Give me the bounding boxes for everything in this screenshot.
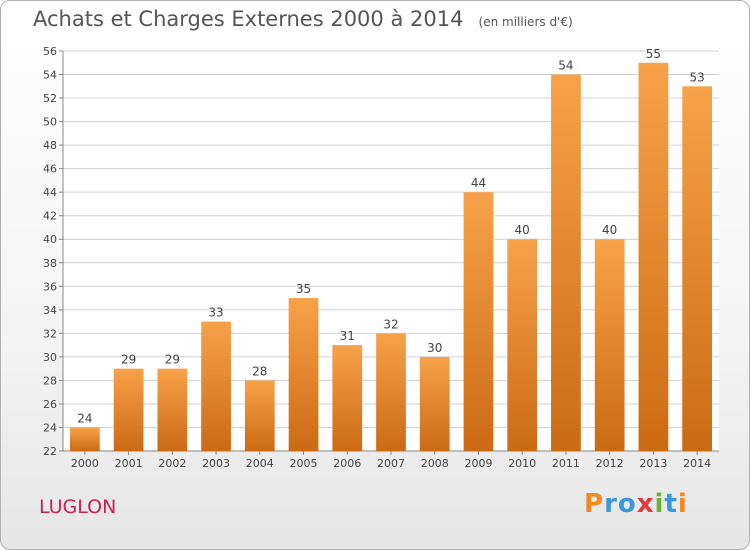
data-label-2014: 53: [689, 70, 704, 84]
y-tick-label: 26: [43, 398, 57, 411]
bar-2003: [201, 321, 231, 451]
chart-subtitle: (en milliers d'€): [478, 15, 573, 29]
x-tick-label-2013: 2013: [639, 457, 667, 470]
bar-2004: [244, 380, 275, 451]
logo-letter: t: [664, 489, 678, 519]
y-tick-label: 32: [43, 327, 57, 340]
logo-letter: x: [636, 489, 655, 519]
logo-letter: i: [677, 489, 688, 519]
y-tick-label: 44: [43, 186, 57, 199]
x-tick-label-2011: 2011: [552, 457, 580, 470]
logo-letter: r: [604, 489, 618, 519]
data-label-2000: 24: [77, 411, 92, 425]
data-label-2005: 35: [296, 282, 311, 296]
bar-2009: [463, 192, 494, 452]
y-tick-label: 36: [43, 280, 57, 293]
y-tick-label: 42: [43, 210, 57, 223]
bar-2007: [376, 333, 406, 451]
x-tick-label-2014: 2014: [683, 457, 711, 470]
x-tick-label-2002: 2002: [158, 457, 186, 470]
bar-2000: [69, 427, 100, 451]
x-tick-label-2006: 2006: [333, 457, 361, 470]
data-label-2004: 28: [252, 364, 267, 378]
bar-2001: [113, 368, 144, 451]
data-label-2013: 55: [646, 47, 661, 61]
y-tick-label: 22: [43, 445, 57, 458]
y-tick-label: 48: [43, 139, 57, 152]
proxiti-logo: Proxiti: [584, 489, 688, 519]
commune-name: LUGLON: [39, 496, 117, 518]
data-label-2008: 30: [427, 341, 442, 355]
x-tick-label-2008: 2008: [421, 457, 449, 470]
bar-2006: [332, 345, 363, 451]
data-label-2011: 54: [558, 59, 573, 73]
bar-2002: [157, 368, 188, 451]
y-tick-label: 38: [43, 257, 57, 270]
y-tick-label: 40: [43, 233, 57, 246]
bar-2010: [507, 239, 538, 451]
x-tick-label-2001: 2001: [115, 457, 143, 470]
y-tick-label: 30: [43, 351, 57, 364]
data-label-2001: 29: [121, 353, 136, 367]
x-tick-label-2009: 2009: [464, 457, 492, 470]
bar-2012: [594, 239, 625, 451]
y-tick-label: 54: [43, 69, 57, 82]
y-tick-label: 52: [43, 92, 57, 105]
x-tick-label-2007: 2007: [377, 457, 405, 470]
bar-2008: [419, 356, 450, 451]
data-label-2002: 29: [165, 353, 180, 367]
y-tick-label: 34: [43, 304, 57, 317]
y-tick-label: 46: [43, 163, 57, 176]
bar-2014: [682, 86, 713, 451]
data-label-2009: 44: [471, 176, 486, 190]
y-tick-label: 50: [43, 116, 57, 129]
logo-letter: o: [617, 489, 637, 519]
bar-2011: [551, 74, 581, 451]
data-label-2012: 40: [602, 223, 617, 237]
y-tick-label: 28: [43, 374, 57, 387]
chart-title-block: Achats et Charges Externes 2000 à 2014 (…: [33, 7, 573, 31]
x-tick-label-2000: 2000: [71, 457, 99, 470]
x-tick-label-2010: 2010: [508, 457, 536, 470]
x-tick-label-2012: 2012: [596, 457, 624, 470]
x-tick-label-2003: 2003: [202, 457, 230, 470]
data-label-2003: 33: [208, 306, 223, 320]
logo-letter: P: [584, 489, 605, 519]
x-tick-label-2005: 2005: [290, 457, 318, 470]
data-label-2006: 31: [340, 329, 355, 343]
chart-title: Achats et Charges Externes 2000 à 2014: [33, 7, 464, 31]
logo-letter: i: [654, 489, 665, 519]
x-tick-label-2004: 2004: [246, 457, 274, 470]
bar-2005: [288, 298, 319, 451]
y-tick-label: 56: [43, 45, 57, 58]
data-label-2007: 32: [383, 317, 398, 331]
bar-2013: [638, 62, 669, 451]
data-label-2010: 40: [515, 223, 530, 237]
y-tick-label: 24: [43, 421, 57, 434]
